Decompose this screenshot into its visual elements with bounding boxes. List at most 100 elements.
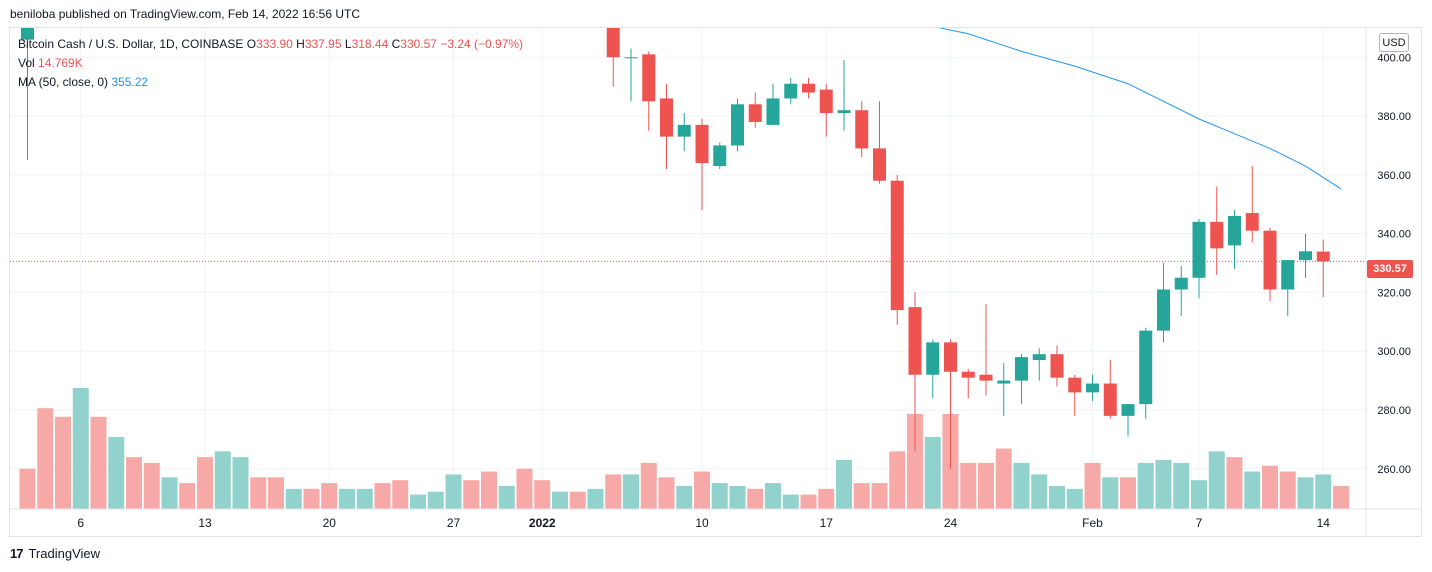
- volume-bar: [1315, 474, 1332, 509]
- x-tick-label: 13: [198, 516, 212, 530]
- volume-bar: [214, 451, 231, 509]
- volume-bar: [569, 491, 586, 509]
- legend-l-key: L: [344, 37, 352, 51]
- volume-bar: [1137, 462, 1154, 509]
- candle-body: [1210, 221, 1224, 249]
- candle-body: [855, 110, 869, 149]
- volume-bar: [924, 436, 941, 509]
- candle-body: [1139, 330, 1153, 405]
- volume-bar: [853, 483, 870, 509]
- volume-bars: [19, 388, 1349, 509]
- x-tick-label: 20: [323, 516, 337, 530]
- volume-bar: [711, 483, 728, 509]
- legend-vol-row: Vol 14.769K: [18, 54, 523, 73]
- x-axis: 6 13 20 27 2022 10 17 24 Feb 7 14: [10, 508, 1422, 530]
- volume-bar: [303, 488, 320, 509]
- candle-body: [890, 180, 904, 311]
- x-tick-label: 10: [695, 516, 709, 530]
- volume-bar: [1262, 465, 1278, 509]
- volume-bar: [1066, 488, 1083, 509]
- candle-body: [997, 380, 1011, 384]
- chart-frame: [9, 27, 1422, 537]
- ma-line: [937, 28, 1342, 190]
- legend-vol-label[interactable]: Vol: [18, 56, 35, 70]
- volume-bar: [818, 488, 835, 509]
- volume-bar: [889, 451, 906, 509]
- volume-bar: [339, 488, 355, 509]
- legend-symbol-row: Bitcoin Cash / U.S. Dollar, 1D, COINBASE…: [18, 35, 523, 54]
- ma50-line: [937, 28, 1342, 190]
- volume-bar: [1049, 485, 1065, 509]
- candle-body: [1299, 251, 1312, 261]
- legend-ma-value: 355.22: [111, 75, 149, 89]
- candle-body: [606, 28, 620, 58]
- candle-body: [1316, 251, 1330, 262]
- tradingview-logo-icon: 17: [10, 546, 24, 561]
- volume-bar: [321, 483, 338, 509]
- volume-bar: [232, 457, 249, 509]
- x-tick-label: 27: [447, 516, 461, 530]
- x-tick-label: 2022: [529, 516, 556, 530]
- volume-bar: [978, 462, 994, 509]
- candlesticks: [21, 28, 1330, 469]
- legend-close: 330.57: [400, 37, 437, 51]
- candle-body: [660, 98, 673, 137]
- candle-body: [677, 124, 691, 137]
- volume-bar: [765, 483, 781, 509]
- volume-bar: [1013, 462, 1030, 509]
- volume-bar: [126, 457, 142, 509]
- candle-body: [1121, 404, 1135, 416]
- volume-bar: [179, 483, 196, 509]
- candle-body: [642, 54, 656, 102]
- volume-bar: [268, 477, 284, 509]
- volume-bar: [1173, 462, 1190, 509]
- candle-body: [1103, 383, 1117, 416]
- candle-body: [695, 124, 709, 164]
- volume-bar: [800, 494, 817, 509]
- legend-symbol[interactable]: Bitcoin Cash / U.S. Dollar, 1D, COINBASE: [18, 37, 244, 51]
- candle-body: [944, 342, 957, 372]
- volume-bar: [782, 494, 799, 509]
- candle-body: [1068, 377, 1082, 393]
- volume-bar: [143, 462, 160, 509]
- volume-bar: [995, 448, 1012, 509]
- x-tick-label: 14: [1317, 516, 1331, 530]
- volume-bar: [37, 408, 54, 509]
- x-tick-label: 24: [944, 516, 958, 530]
- publisher-line: beniloba published on TradingView.com, F…: [10, 7, 361, 21]
- candle-body: [1174, 277, 1188, 290]
- candle-body: [1050, 354, 1064, 378]
- candle-body: [748, 104, 762, 122]
- x-tick-label: 7: [1196, 516, 1203, 530]
- footer-brand: TradingView: [28, 546, 101, 561]
- currency-button[interactable]: USD: [1379, 33, 1409, 52]
- volume-bar: [587, 488, 604, 509]
- x-tick-label: 6: [77, 516, 84, 530]
- volume-bar: [1279, 471, 1296, 509]
- volume-bar: [1333, 485, 1349, 509]
- volume-bar: [108, 436, 125, 509]
- legend-ma-label[interactable]: MA (50, close, 0): [18, 75, 109, 89]
- y-tick-label: 320.00: [1377, 287, 1411, 299]
- volume-bar: [250, 477, 267, 509]
- volume-bar: [960, 462, 977, 509]
- volume-bar: [19, 468, 36, 509]
- volume-bar: [285, 488, 302, 509]
- legend-c-key: C: [391, 37, 401, 51]
- legend-vol-value: 14.769K: [38, 56, 83, 70]
- volume-bar: [1031, 474, 1048, 509]
- candle-body: [1263, 230, 1277, 290]
- footer-branding[interactable]: 17 TradingView: [10, 546, 100, 561]
- volume-bar: [445, 474, 462, 509]
- volume-bar: [356, 488, 373, 509]
- volume-bar: [498, 485, 515, 509]
- y-tick-label: 300.00: [1377, 346, 1411, 358]
- last-price-tag: 330.57: [1367, 260, 1413, 278]
- legend-o-key: O: [246, 37, 257, 51]
- volume-bar: [907, 413, 923, 509]
- candle-body: [961, 371, 975, 378]
- volume-bar: [481, 471, 497, 509]
- volume-bar: [676, 485, 693, 509]
- y-tick-label: 340.00: [1377, 229, 1411, 241]
